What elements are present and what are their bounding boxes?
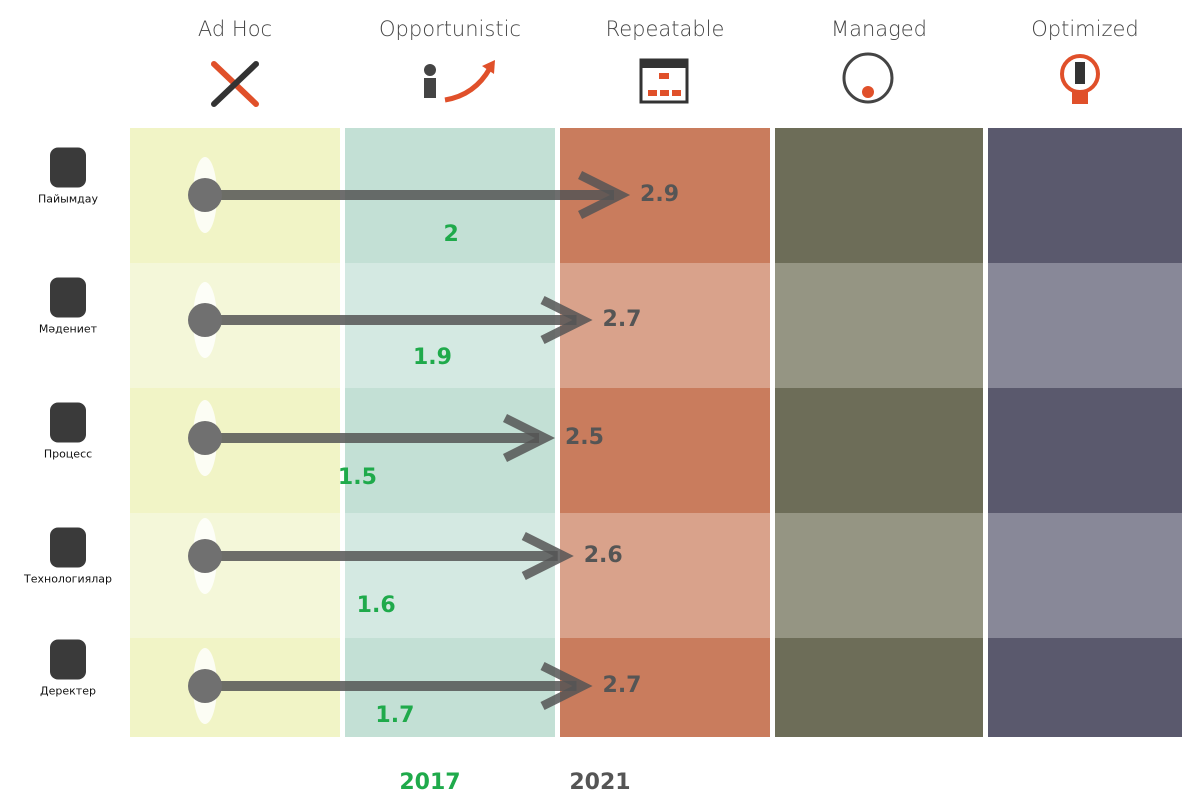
row-label: Процесс xyxy=(44,448,92,461)
arrow-start xyxy=(188,303,222,337)
cell xyxy=(988,128,1182,263)
cell xyxy=(775,388,983,513)
row-icon xyxy=(50,402,86,443)
cell xyxy=(775,128,983,263)
arrow-head xyxy=(521,531,574,581)
column-title: Ad Hoc xyxy=(198,17,272,41)
arrow xyxy=(205,413,556,463)
value-2021: 2.7 xyxy=(603,673,642,698)
value-2021: 2.5 xyxy=(565,425,604,450)
column-title: Opportunistic xyxy=(379,17,521,41)
arrow-start xyxy=(188,178,222,212)
cell xyxy=(130,513,340,638)
row-label: Технологиялар xyxy=(23,573,112,586)
cell xyxy=(775,513,983,638)
column-title: Repeatable xyxy=(606,17,725,41)
arrow-head xyxy=(502,413,556,463)
arrow xyxy=(205,661,593,711)
cell xyxy=(988,263,1182,388)
cell xyxy=(560,263,770,388)
cell xyxy=(560,513,770,638)
row-label: Пайымдау xyxy=(38,193,98,206)
cell xyxy=(560,388,770,513)
cell xyxy=(130,263,340,388)
arrow-head xyxy=(578,170,631,220)
cell xyxy=(775,263,983,388)
row-icon xyxy=(50,527,86,568)
row-icon xyxy=(50,639,86,680)
value-2021: 2.9 xyxy=(640,182,679,207)
row-label: Деректер xyxy=(40,685,96,698)
row-icons xyxy=(50,147,86,680)
arrow-head xyxy=(540,295,593,345)
arrow-start xyxy=(188,421,222,455)
cell xyxy=(345,263,555,388)
legend-label: 2021 xyxy=(569,770,630,794)
arrow-start xyxy=(188,539,222,573)
cell xyxy=(130,388,340,513)
arrow-head xyxy=(540,661,593,711)
cell xyxy=(345,513,555,638)
value-2017: 1.5 xyxy=(338,465,377,490)
arrow-start xyxy=(188,669,222,703)
value-2021: 2.6 xyxy=(584,543,623,568)
cell xyxy=(560,638,770,737)
arrow xyxy=(205,531,574,581)
cell xyxy=(775,638,983,737)
row-label: Мәдениет xyxy=(39,323,98,336)
cell xyxy=(988,513,1182,638)
value-2021: 2.7 xyxy=(603,307,642,332)
arrow xyxy=(205,295,593,345)
column-title: Managed xyxy=(831,17,927,41)
value-2017: 1.9 xyxy=(413,345,452,370)
row-icon xyxy=(50,147,86,188)
value-2017: 2 xyxy=(444,222,459,247)
value-2017: 1.7 xyxy=(375,703,414,728)
cell xyxy=(988,638,1182,737)
cell xyxy=(988,388,1182,513)
legend-label: 2017 xyxy=(399,770,460,794)
row-icon xyxy=(50,277,86,318)
icons xyxy=(211,52,1100,107)
arrow xyxy=(205,170,631,220)
column-title: Optimized xyxy=(1031,17,1139,41)
value-2017: 1.6 xyxy=(357,593,396,618)
